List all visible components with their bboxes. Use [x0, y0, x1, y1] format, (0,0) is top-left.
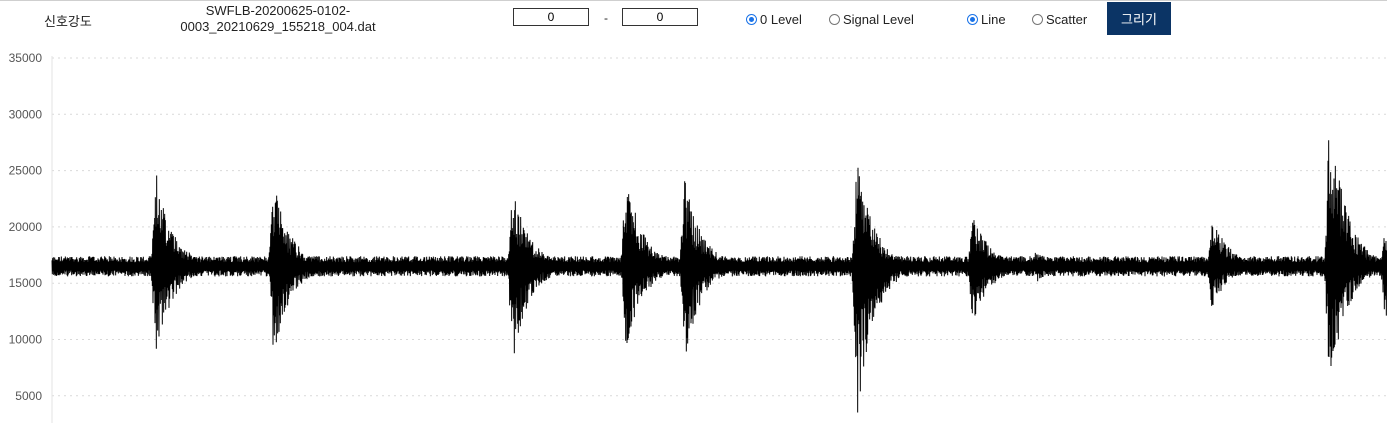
radio-signal-level-indicator[interactable] [829, 14, 840, 25]
range-separator: - [604, 11, 608, 25]
radio-scatter-label: Scatter [1046, 12, 1088, 27]
radio-line-label: Line [981, 12, 1006, 27]
radio-scatter[interactable]: Scatter [1032, 12, 1087, 27]
y-tick-label: 20000 [9, 220, 43, 234]
y-tick-label: 5000 [15, 389, 42, 403]
radio-line[interactable]: Line [967, 12, 1006, 27]
signal-line [51, 140, 1387, 413]
radio-zero-level-label: 0 Level [760, 12, 802, 27]
range-to-input[interactable] [622, 8, 698, 26]
radio-scatter-indicator[interactable] [1032, 14, 1043, 25]
radio-zero-level-indicator[interactable] [746, 14, 757, 25]
file-name: SWFLB-20200625-0102-0003_20210629_155218… [180, 3, 376, 34]
radio-zero-level[interactable]: 0 Level [746, 12, 802, 27]
y-tick-label: 30000 [9, 107, 43, 121]
chart-grid [52, 57, 1387, 397]
radio-signal-level-label: Signal Level [843, 12, 914, 27]
range-from-input[interactable] [513, 8, 589, 26]
signal-strength-label: 신호강도 [44, 14, 92, 29]
y-axis-ticks: 35000 30000 25000 20000 15000 10000 5000 [9, 51, 43, 403]
draw-button[interactable]: 그리기 [1107, 2, 1171, 35]
y-tick-label: 25000 [9, 164, 43, 178]
radio-signal-level[interactable]: Signal Level [829, 12, 914, 27]
y-tick-label: 15000 [9, 276, 43, 290]
y-tick-label: 10000 [9, 333, 43, 347]
y-tick-label: 35000 [9, 51, 43, 65]
radio-line-indicator[interactable] [967, 14, 978, 25]
top-border [0, 0, 1387, 1]
toolbar: 신호강도 SWFLB-20200625-0102-0003_20210629_1… [0, 0, 1387, 42]
